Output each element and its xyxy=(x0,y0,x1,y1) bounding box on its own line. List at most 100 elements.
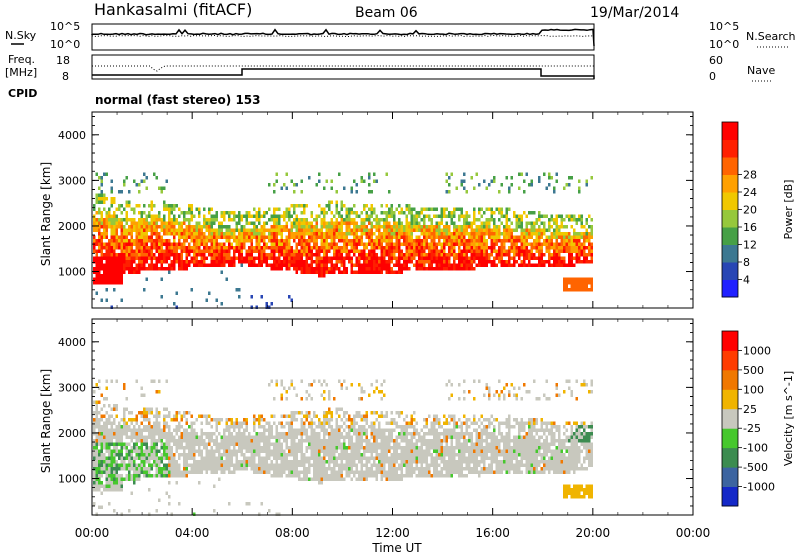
heatmap-cell xyxy=(538,239,541,243)
heatmap-cell xyxy=(148,221,151,225)
heatmap-cell xyxy=(225,239,228,243)
heatmap-cell xyxy=(380,249,383,253)
heatmap-cell xyxy=(348,207,351,211)
heatmap-cell xyxy=(410,228,413,232)
heatmap-cell xyxy=(265,253,268,257)
heatmap-cell xyxy=(198,435,201,439)
freq-trace xyxy=(92,68,595,79)
heatmap-cell xyxy=(333,239,336,243)
heatmap-cell xyxy=(278,453,281,457)
heatmap-cell xyxy=(305,253,308,257)
heatmap-cell xyxy=(210,221,213,225)
heatmap-cell xyxy=(425,239,428,243)
heatmap-cell xyxy=(358,239,361,243)
heatmap-cell xyxy=(170,253,173,257)
heatmap-cell xyxy=(103,428,106,432)
heatmap-cell xyxy=(373,232,376,236)
heatmap-cell xyxy=(155,246,158,250)
heatmap-cell xyxy=(538,179,541,183)
heatmap-cell xyxy=(400,270,403,274)
heatmap-cell xyxy=(253,228,256,232)
heatmap-cell xyxy=(140,179,143,183)
heatmap-cell xyxy=(268,207,271,211)
heatmap-cell xyxy=(315,456,318,460)
heatmap-cell xyxy=(210,453,213,457)
heatmap-cell xyxy=(153,421,156,425)
heatmap-cell xyxy=(118,484,121,488)
heatmap-cell xyxy=(585,281,588,285)
heatmap-cell xyxy=(465,249,468,253)
heatmap-cell xyxy=(513,249,516,253)
heatmap-cell xyxy=(385,249,388,253)
heatmap-cell xyxy=(143,204,146,208)
heatmap-cell xyxy=(128,242,131,246)
heatmap-cell xyxy=(163,425,166,429)
heatmap-cell xyxy=(475,242,478,246)
heatmap-cell xyxy=(515,246,518,250)
heatmap-cell xyxy=(293,386,296,390)
heatmap-cell xyxy=(293,235,296,239)
heatmap-cell xyxy=(293,453,296,457)
heatmap-cell xyxy=(440,228,443,232)
heatmap-cell xyxy=(390,260,393,264)
heatmap-cell xyxy=(103,463,106,467)
heatmap-cell xyxy=(163,253,166,257)
heatmap-cell xyxy=(173,228,176,232)
heatmap-cell xyxy=(140,449,143,453)
heatmap-cell xyxy=(295,235,298,239)
heatmap-cell xyxy=(488,218,491,222)
heatmap-cell xyxy=(383,253,386,257)
heatmap-cell xyxy=(255,218,258,222)
heatmap-cell xyxy=(293,225,296,229)
heatmap-cell xyxy=(428,235,431,239)
heatmap-cell xyxy=(490,253,493,257)
heatmap-cell xyxy=(538,225,541,229)
heatmap-cell xyxy=(573,235,576,239)
heatmap-cell xyxy=(363,246,366,250)
heatmap-cell xyxy=(160,228,163,232)
heatmap-cell xyxy=(528,235,531,239)
heatmap-cell xyxy=(240,225,243,229)
heatmap-cell xyxy=(460,260,463,264)
heatmap-cell xyxy=(265,435,268,439)
heatmap-cell xyxy=(185,446,188,450)
heatmap-cell xyxy=(198,214,201,218)
heatmap-cell xyxy=(260,439,263,443)
heatmap-cell xyxy=(108,460,111,464)
heatmap-cell xyxy=(250,235,253,239)
heatmap-cell xyxy=(148,239,151,243)
heatmap-cell xyxy=(173,207,176,211)
heatmap-cell xyxy=(315,263,318,267)
heatmap-cell xyxy=(555,263,558,267)
heatmap-cell xyxy=(103,270,106,274)
heatmap-cell xyxy=(213,253,216,257)
heatmap-cell xyxy=(123,263,126,267)
heatmap-cell xyxy=(223,463,226,467)
heatmap-cell xyxy=(198,253,201,257)
heatmap-cell xyxy=(563,284,566,288)
heatmap-cell xyxy=(113,232,116,236)
heatmap-cell xyxy=(405,218,408,222)
heatmap-cell xyxy=(100,491,103,495)
heatmap-cell xyxy=(228,246,231,250)
heatmap-cell xyxy=(548,235,551,239)
heatmap-cell xyxy=(103,467,106,471)
heatmap-cell xyxy=(338,470,341,474)
heatmap-cell xyxy=(118,242,121,246)
heatmap-cell xyxy=(140,453,143,457)
heatmap-cell xyxy=(195,253,198,257)
heatmap-cell xyxy=(115,256,118,260)
heatmap-cell xyxy=(290,418,293,422)
heatmap-cell xyxy=(233,421,236,425)
heatmap-cell xyxy=(578,277,581,281)
heatmap-cell xyxy=(318,235,321,239)
heatmap-cell xyxy=(233,249,236,253)
heatmap-cell xyxy=(303,474,306,478)
heatmap-cell xyxy=(280,463,283,467)
heatmap-cell xyxy=(240,446,243,450)
heatmap-cell xyxy=(408,211,411,215)
heatmap-cell xyxy=(183,267,186,271)
heatmap-cell xyxy=(145,186,148,190)
heatmap-cell xyxy=(273,449,276,453)
heatmap-cell xyxy=(133,207,136,211)
